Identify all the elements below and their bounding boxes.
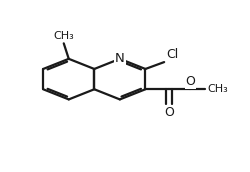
- Text: CH₃: CH₃: [54, 31, 74, 41]
- Text: N: N: [115, 52, 125, 65]
- Text: O: O: [164, 106, 174, 119]
- Text: CH₃: CH₃: [207, 84, 228, 94]
- Text: O: O: [186, 75, 195, 88]
- Text: Cl: Cl: [166, 48, 178, 61]
